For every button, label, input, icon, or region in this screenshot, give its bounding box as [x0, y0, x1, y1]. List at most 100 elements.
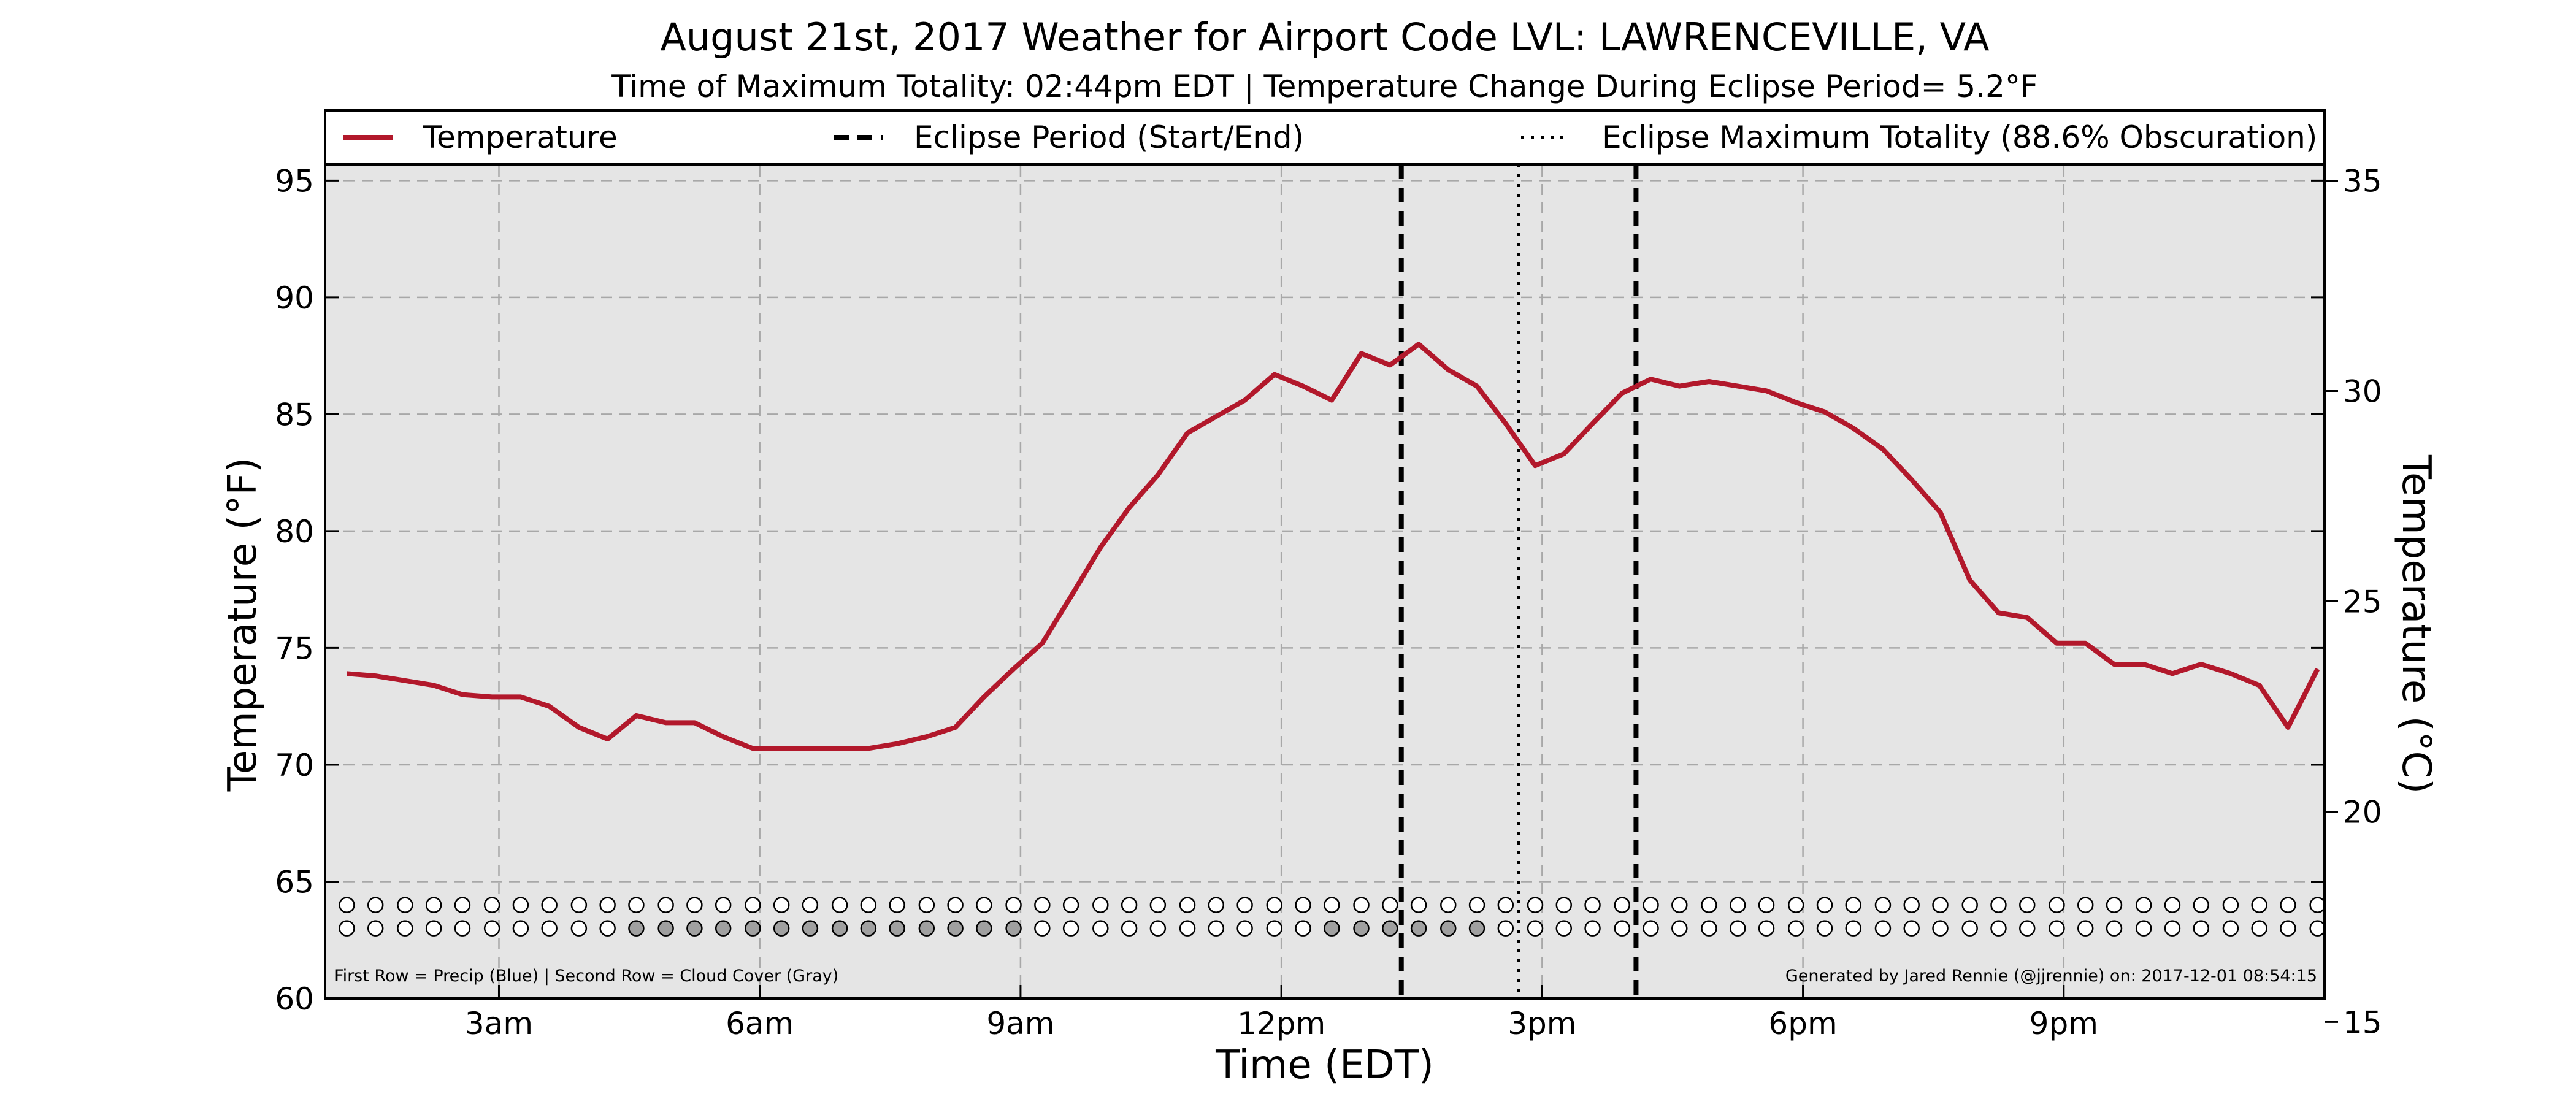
x-tick-label: 9pm [2030, 1006, 2098, 1041]
cloud-cover-marker [1092, 920, 1109, 937]
precip-marker [425, 897, 442, 913]
cloud-cover-marker [2193, 920, 2209, 937]
cloud-cover-marker [1497, 920, 1514, 937]
precip-marker [657, 897, 674, 913]
legend-label: Eclipse Maximum Totality (88.6% Obscurat… [1602, 120, 2317, 155]
precip-marker [860, 897, 877, 913]
cloud-cover-marker [1353, 920, 1370, 937]
precip-marker [1961, 897, 1978, 913]
cloud-cover-marker [1295, 920, 1311, 937]
precip-marker [1121, 897, 1138, 913]
cloud-cover-marker [1643, 920, 1659, 937]
precip-marker [1584, 897, 1601, 913]
cloud-cover-marker [2019, 920, 2036, 937]
precip-marker [1932, 897, 1949, 913]
y-right-tick-label: 30 [2343, 374, 2382, 410]
cloud-cover-marker [2049, 920, 2065, 937]
cloud-cover-marker [1034, 920, 1051, 937]
cloud-cover-marker [802, 920, 819, 937]
precip-marker [1295, 897, 1311, 913]
precip-marker [1903, 897, 1920, 913]
cloud-cover-marker [831, 920, 848, 937]
y-tick-label: 90 [275, 280, 314, 316]
cloud-cover-marker [1440, 920, 1457, 937]
cloud-cover-marker [1874, 920, 1892, 937]
precip-marker [1005, 897, 1022, 913]
cloud-cover-marker [1266, 920, 1283, 937]
precip-marker [686, 897, 703, 913]
cloud-cover-marker [483, 920, 500, 937]
plot-area: 60 65 70 75 80 85 90 95 15 20 25 30 35 3am 6am 9am 12pm 3… [275, 109, 2382, 1041]
cloud-cover-marker [2280, 920, 2296, 937]
chart-legend: Temperature Eclipse Period (Start/End) Ecl… [324, 109, 2326, 166]
precip-marker [2019, 897, 2036, 913]
y-axis-label-right: Temperature (°C) [2393, 454, 2439, 794]
cloud-cover-marker [1845, 920, 1862, 937]
cloud-cover-marker [1410, 920, 1427, 937]
precip-marker [2164, 897, 2181, 913]
precip-marker [1701, 897, 1717, 913]
precip-marker [889, 897, 905, 913]
precip-marker [1353, 897, 1370, 913]
precip-marker [773, 897, 790, 913]
precip-marker [397, 897, 413, 913]
cloud-cover-marker [1614, 920, 1630, 937]
precip-marker [1643, 897, 1659, 913]
y-tick-label: 60 [275, 981, 314, 1017]
cloud-cover-marker [1584, 920, 1601, 937]
y-tick-label: 95 [275, 163, 314, 199]
cloud-cover-marker [2309, 920, 2326, 937]
cloud-cover-marker [2222, 920, 2239, 937]
precip-marker [1497, 897, 1514, 913]
y-tick-label: 65 [275, 864, 314, 900]
y-right-tick-label: 35 [2343, 164, 2382, 199]
precip-marker [483, 897, 500, 913]
precip-marker [1816, 897, 1833, 913]
temperature-line [347, 342, 2320, 751]
cloud-cover-marker [454, 920, 471, 937]
precip-marker [2251, 897, 2267, 913]
cloud-cover-marker [367, 920, 384, 937]
cloud-cover-marker [1961, 920, 1978, 937]
cloud-cover-marker [1005, 920, 1022, 937]
cloud-cover-marker [1382, 920, 1398, 937]
cloud-cover-marker [599, 920, 616, 937]
cloud-cover-marker [657, 920, 674, 937]
precip-marker [1324, 897, 1340, 913]
y-axis-label: Temperature (°F) [220, 458, 266, 792]
cloud-cover-marker [2135, 920, 2152, 937]
y-tick-label: 70 [275, 748, 314, 783]
x-tick-label: 3am [465, 1006, 533, 1041]
chart-subtitle: Time of Maximum Totality: 02:44pm EDT | … [611, 69, 2037, 104]
cloud-cover-marker [1816, 920, 1833, 937]
precip-marker [1208, 897, 1225, 913]
precip-marker [1874, 897, 1892, 913]
plot-background [325, 110, 2325, 998]
precip-marker [1614, 897, 1630, 913]
precip-marker [2049, 897, 2065, 913]
precip-marker [2135, 897, 2152, 913]
cloud-cover-marker [628, 920, 645, 937]
cloud-cover-marker [1468, 920, 1485, 937]
cloud-cover-marker [2106, 920, 2123, 937]
precip-marker [1527, 897, 1544, 913]
precip-marker [947, 897, 964, 913]
y-tick-label: 75 [275, 630, 314, 666]
precip-cloud-note: First Row = Precip (Blue) | Second Row =… [334, 967, 838, 986]
precip-marker [1440, 897, 1457, 913]
cloud-cover-marker [1758, 920, 1775, 937]
y-right-tick-label: 25 [2343, 584, 2382, 619]
cloud-cover-marker [1990, 920, 2007, 937]
x-tick-label: 12pm [1237, 1006, 1325, 1041]
x-tick-label: 6pm [1768, 1006, 1837, 1041]
precip-marker [628, 897, 645, 913]
precip-marker [2193, 897, 2209, 913]
cloud-cover-marker [773, 920, 790, 937]
cloud-cover-marker [339, 920, 355, 937]
cloud-cover-marker [1787, 920, 1804, 937]
precip-marker [1236, 897, 1253, 913]
cloud-cover-marker [1701, 920, 1717, 937]
x-tick-label: 6am [726, 1006, 794, 1041]
